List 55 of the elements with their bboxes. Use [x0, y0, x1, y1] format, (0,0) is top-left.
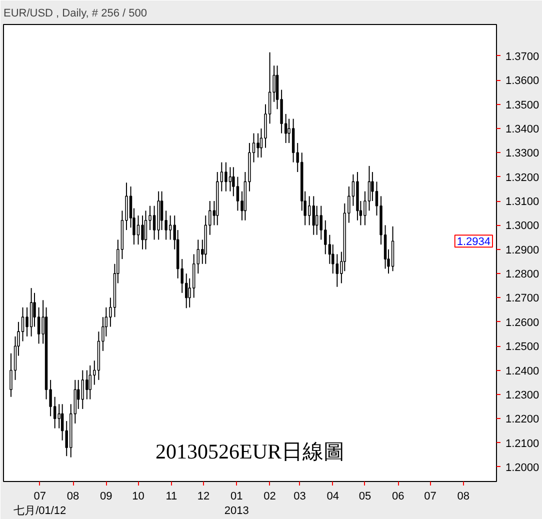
x-tick-label: 12	[197, 490, 210, 502]
x-tick-label: 07 七月/01/12	[14, 490, 66, 517]
x-tick-label: 06	[392, 490, 404, 502]
x-tick-label: 04	[326, 490, 340, 502]
y-tick-label: 1.3200	[506, 172, 540, 184]
annotation: 20130526EUR日線圖	[156, 440, 344, 464]
y-tick-label: 1.2800	[506, 268, 540, 281]
y-tick-label: 1.2400	[506, 365, 540, 378]
y-tick-label: 1.2000	[506, 462, 540, 474]
candlestick	[160, 190, 164, 231]
x-tick-label: 09	[100, 490, 112, 502]
candlestick	[220, 162, 224, 192]
y-tick-label: 1.2700	[506, 292, 540, 305]
candlestick	[228, 166, 232, 192]
candlestick	[164, 210, 168, 240]
candlestick	[224, 162, 228, 192]
candlestick	[136, 215, 140, 246]
y-tick-label: 1.3000	[506, 220, 540, 232]
candlestick	[336, 254, 339, 288]
y-tick-label: 1.2200	[506, 414, 540, 426]
candlestick	[312, 196, 315, 236]
x-tick-label: 10	[132, 490, 144, 502]
x-tick-label: 08	[66, 490, 80, 502]
candlestick	[308, 196, 311, 226]
candlestick	[53, 396, 56, 429]
y-tick-label: 1.3700	[506, 50, 540, 63]
annotation: 1.2934	[456, 236, 491, 248]
x-tick-label: 08	[457, 490, 470, 502]
x-tick-label: 07	[424, 490, 436, 502]
y-tick-label: 1.3300	[506, 148, 540, 160]
y-tick-label: 1.3100	[506, 196, 540, 208]
x-tick-label: 02	[264, 490, 276, 502]
candlestick	[256, 132, 260, 158]
candlestick	[58, 404, 60, 429]
x-tick-label: 11	[166, 490, 178, 502]
y-tick-label: 1.2500	[506, 341, 540, 354]
candlestick	[260, 128, 263, 158]
candlestick	[144, 210, 148, 250]
candlestick	[168, 215, 172, 240]
y-tick-label: 1.2900	[506, 244, 540, 256]
candlestick	[236, 176, 240, 212]
x-tick-label: 01 2013	[224, 490, 249, 517]
y-tick-label: 1.3600	[506, 75, 540, 88]
y-tick-label: 1.2600	[506, 316, 540, 329]
y-tick-label: 1.2300	[506, 389, 540, 402]
y-tick-label: 1.3400	[506, 123, 540, 136]
candlestick	[315, 205, 318, 236]
y-tick-label: 1.2100	[506, 438, 540, 450]
y-tick-label: 1.3500	[506, 99, 540, 112]
x-tick-label: 05	[358, 490, 372, 502]
x-tick-label: 03	[294, 490, 306, 502]
chart-title: EUR/USD , Daily, # 256 / 500	[4, 8, 147, 20]
candlestick	[86, 370, 88, 400]
candlestick	[371, 171, 374, 202]
candlestick	[141, 215, 144, 250]
